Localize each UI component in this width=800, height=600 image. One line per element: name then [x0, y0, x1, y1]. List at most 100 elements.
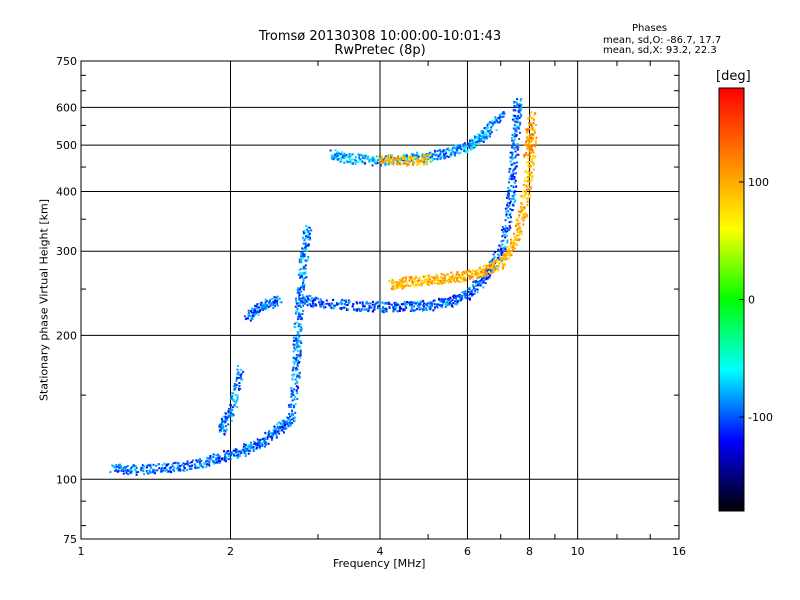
x-mode-point: [520, 230, 523, 233]
x-mode-point: [431, 280, 434, 282]
x-mode-point: [417, 159, 420, 162]
x-mode-point: [425, 278, 428, 281]
o-mode-point: [305, 276, 308, 279]
o-mode-point: [518, 104, 521, 107]
o-mode-point: [517, 110, 520, 113]
x-mode-point: [524, 177, 527, 180]
o-mode-point: [250, 311, 253, 314]
legend-title: Phases: [632, 23, 668, 34]
o-mode-point: [478, 140, 481, 143]
o-mode-point: [237, 365, 239, 367]
o-mode-point: [233, 382, 236, 385]
o-mode-point: [257, 310, 260, 313]
o-mode-point: [200, 463, 202, 466]
o-mode-point: [330, 155, 333, 158]
x-mode-point: [442, 274, 445, 276]
o-mode-point: [298, 313, 300, 316]
o-mode-point: [467, 288, 470, 291]
x-mode-point: [528, 187, 531, 190]
o-mode-point: [402, 162, 405, 165]
o-mode-point: [302, 266, 305, 269]
o-mode-point: [472, 284, 474, 287]
o-mode-point: [472, 139, 475, 142]
x-mode-point: [528, 146, 531, 149]
o-mode-point: [520, 114, 523, 117]
o-mode-point: [236, 457, 239, 459]
o-mode-point: [185, 462, 188, 465]
o-mode-point: [252, 310, 255, 313]
o-mode-point: [517, 146, 520, 149]
o-mode-point: [303, 232, 305, 235]
x-mode-point: [502, 265, 505, 268]
o-mode-point: [434, 306, 436, 309]
o-mode-point: [507, 210, 510, 213]
o-mode-point: [515, 117, 518, 120]
o-mode-point: [518, 131, 521, 134]
o-mode-point: [514, 162, 517, 165]
o-mode-point: [500, 254, 503, 257]
x-mode-point: [471, 276, 474, 278]
o-mode-point: [225, 419, 228, 422]
x-mode-point: [409, 156, 412, 159]
o-mode-point: [516, 102, 519, 105]
o-mode-point: [280, 301, 283, 304]
o-mode-point: [485, 128, 488, 131]
o-mode-point: [220, 429, 223, 432]
o-mode-point: [474, 288, 477, 291]
x-mode-point: [532, 156, 535, 158]
o-mode-point: [458, 299, 461, 302]
o-mode-point: [470, 143, 473, 145]
o-mode-point: [334, 305, 337, 308]
o-mode-point: [424, 308, 427, 311]
o-mode-point: [301, 274, 303, 277]
o-mode-point: [482, 281, 485, 284]
o-mode-point: [445, 299, 448, 302]
o-mode-point: [143, 465, 146, 468]
o-mode-point: [473, 292, 476, 295]
o-mode-point: [302, 279, 305, 282]
o-mode-point: [432, 309, 435, 312]
o-mode-point: [298, 295, 301, 298]
o-mode-point: [504, 224, 507, 227]
o-mode-point: [464, 295, 467, 298]
o-mode-point: [439, 298, 442, 301]
x-mode-point: [424, 158, 426, 161]
o-mode-point: [286, 423, 289, 425]
o-mode-point: [440, 157, 443, 160]
o-mode-point: [519, 108, 522, 110]
o-mode-point: [291, 410, 294, 412]
o-mode-point: [207, 460, 210, 463]
o-mode-point: [187, 464, 190, 466]
o-mode-point: [296, 368, 299, 371]
o-mode-point: [169, 467, 172, 470]
o-mode-point: [392, 310, 395, 313]
o-mode-point: [392, 309, 395, 311]
x-mode-point: [394, 158, 397, 161]
x-mode-point: [407, 284, 410, 287]
o-mode-point: [506, 227, 509, 230]
o-mode-point: [249, 314, 252, 317]
o-mode-point: [269, 303, 272, 306]
o-mode-point: [212, 453, 215, 456]
o-mode-point: [489, 268, 492, 271]
o-mode-point: [456, 294, 459, 297]
o-mode-point: [161, 464, 164, 466]
o-mode-point: [264, 432, 267, 435]
x-mode-point: [456, 276, 459, 279]
o-mode-point: [463, 149, 466, 152]
x-mode-point: [527, 178, 530, 181]
o-mode-point: [513, 177, 516, 180]
o-mode-point: [434, 153, 437, 156]
o-mode-point: [230, 410, 233, 413]
o-mode-point: [261, 305, 264, 308]
o-mode-point: [338, 153, 341, 156]
o-mode-point: [293, 388, 295, 391]
o-mode-point: [345, 309, 348, 311]
x-mode-point: [525, 143, 528, 146]
o-mode-point: [234, 454, 237, 457]
x-mode-point: [529, 172, 532, 175]
o-mode-point: [361, 161, 364, 164]
x-mode-point: [530, 186, 533, 189]
o-mode-point: [418, 306, 420, 308]
x-mode-point: [390, 287, 393, 290]
